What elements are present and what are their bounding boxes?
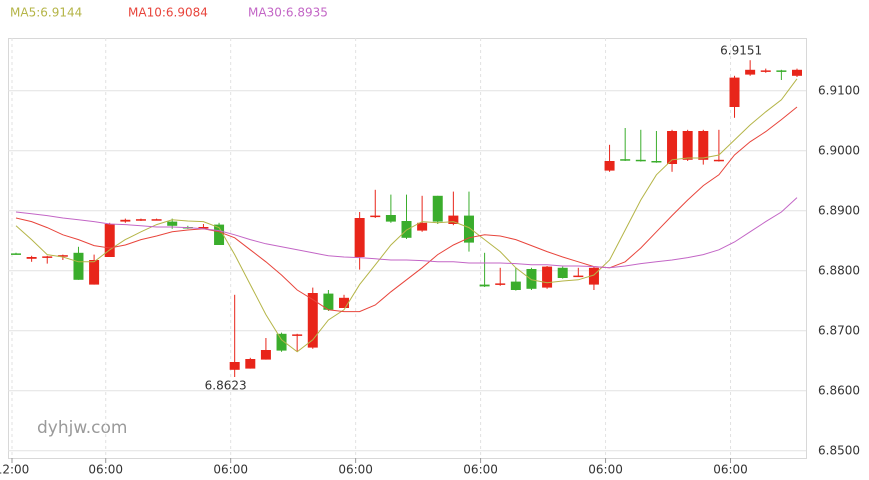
x-tick-label: 06:00 — [338, 463, 373, 477]
x-tick-label: 06:00 — [213, 463, 248, 477]
legend-entry: MA5:6.9144 — [10, 6, 82, 20]
candle-body — [479, 284, 490, 287]
candle-body — [510, 281, 521, 290]
candle-body — [604, 161, 615, 171]
candle-body — [448, 215, 459, 224]
y-tick-label: 6.8700 — [818, 323, 860, 337]
candle-body — [495, 283, 506, 285]
candle-body — [588, 267, 599, 285]
candle-body — [104, 224, 115, 257]
y-tick-label: 6.9100 — [818, 83, 860, 97]
candle-body — [11, 253, 21, 255]
candle-body — [135, 219, 146, 221]
legend-entry: MA30:6.8935 — [248, 6, 328, 20]
candle-body — [792, 69, 802, 76]
candle-body — [323, 293, 334, 310]
candle-body — [167, 221, 178, 226]
candle-body — [214, 224, 225, 245]
candle-body — [620, 159, 631, 161]
ma-line — [15, 106, 798, 313]
candle-body — [557, 267, 568, 278]
candle-body — [760, 70, 771, 72]
candle-body — [73, 252, 84, 280]
x-tick-label: 06:00 — [88, 463, 123, 477]
watermark: dyhjw.com — [37, 418, 127, 438]
candle-body — [651, 161, 662, 163]
x-tick-label: 06:00 — [463, 463, 498, 477]
candle-body — [245, 359, 256, 369]
y-tick-label: 6.8600 — [818, 383, 860, 397]
candle-body — [401, 221, 412, 238]
candle-body — [26, 257, 37, 259]
legend-entry: MA10:6.9084 — [128, 6, 208, 20]
y-tick-label: 6.8800 — [818, 263, 860, 277]
candle-body — [307, 293, 318, 348]
candle-body — [292, 334, 303, 336]
candle-body — [385, 215, 396, 222]
candle-body — [198, 227, 209, 229]
candle-body — [260, 350, 271, 360]
ma-line — [15, 197, 798, 269]
x-tick-label: 06:00 — [588, 463, 623, 477]
candle-body — [526, 269, 537, 289]
candle-body — [682, 131, 693, 160]
high-annotation: 6.9151 — [720, 44, 762, 58]
candle-body — [89, 260, 100, 285]
candle-body — [229, 362, 240, 370]
candle-body — [432, 195, 443, 222]
candle-body — [667, 131, 678, 164]
low-annotation: 6.8623 — [205, 379, 247, 393]
candle-body — [573, 275, 584, 278]
candle-body — [698, 131, 709, 160]
candle-body — [463, 215, 474, 243]
x-tick-label: 06:00 — [713, 463, 748, 477]
x-tick-label: 12:00 — [0, 463, 29, 477]
candle-body — [276, 333, 287, 351]
candle-body — [151, 219, 162, 221]
candle-body — [354, 218, 365, 257]
candle-body — [635, 159, 646, 162]
candle-body — [120, 219, 131, 222]
candle-body — [542, 266, 553, 288]
y-tick-label: 6.8500 — [818, 443, 860, 457]
y-tick-label: 6.9000 — [818, 143, 860, 157]
ma-line — [15, 78, 798, 353]
candle-body — [713, 159, 724, 162]
candle-body — [370, 215, 381, 218]
candle-body — [745, 69, 756, 75]
candle-body — [42, 256, 53, 258]
candle-body — [339, 297, 350, 308]
y-tick-label: 6.8900 — [818, 203, 860, 217]
candle-body — [776, 70, 787, 72]
candle-body — [57, 255, 68, 257]
plot-frame — [8, 38, 807, 459]
candle-body — [417, 222, 428, 231]
candle-body — [729, 77, 740, 107]
